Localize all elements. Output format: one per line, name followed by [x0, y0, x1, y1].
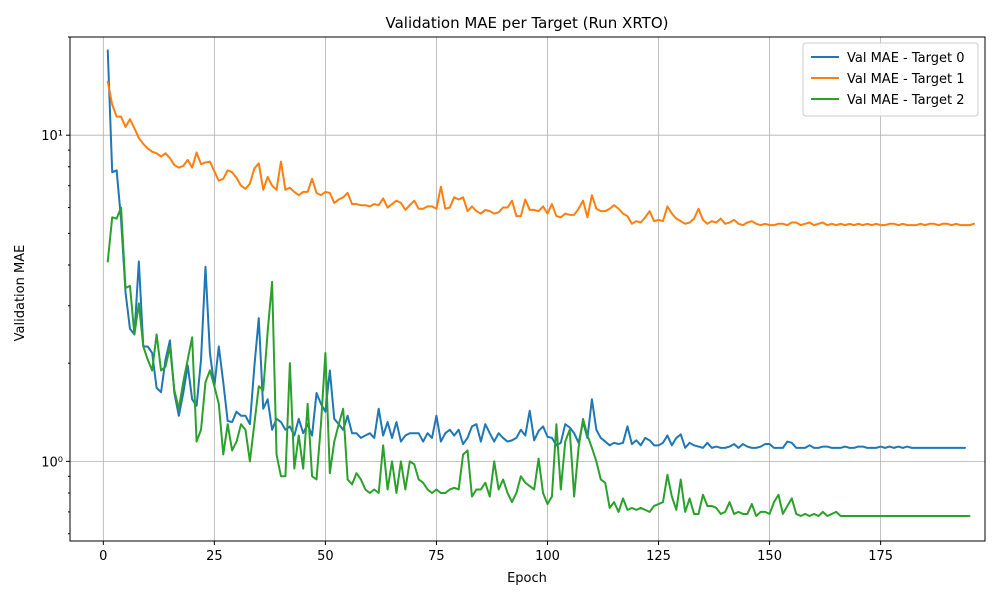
x-tick-label: 150 — [757, 549, 782, 564]
chart-title: Validation MAE per Target (Run XRTO) — [386, 14, 669, 32]
y-tick-label: 10¹ — [41, 129, 63, 144]
legend-entry: Val MAE - Target 2 — [847, 93, 965, 108]
legend-entry: Val MAE - Target 1 — [847, 72, 965, 87]
y-axis-label: Validation MAE — [13, 245, 28, 342]
x-tick-label: 100 — [535, 549, 560, 564]
y-tick-label: 10⁰ — [41, 455, 63, 470]
series-line-target-1 — [106, 80, 975, 227]
series-line-target-0 — [106, 49, 967, 449]
legend: Val MAE - Target 0 Val MAE - Target 1 Val … — [802, 42, 979, 117]
legend-box — [802, 42, 979, 117]
x-tick-label: 75 — [428, 549, 445, 564]
plot-frame — [69, 36, 986, 542]
x-tick-label: 175 — [868, 549, 893, 564]
x-tick-label: 125 — [646, 549, 671, 564]
x-tick-label: 0 — [99, 549, 107, 564]
grid — [70, 37, 985, 541]
legend-entry: Val MAE - Target 0 — [847, 51, 965, 66]
series-lines — [106, 49, 975, 517]
series-line-target-2 — [106, 206, 971, 517]
axis-ticks: 0 25 50 75 100 125 150 175 10⁰ 10¹ — [41, 36, 893, 564]
x-axis-label: Epoch — [507, 571, 547, 586]
x-tick-label: 25 — [206, 549, 223, 564]
x-tick-label: 50 — [317, 549, 334, 564]
